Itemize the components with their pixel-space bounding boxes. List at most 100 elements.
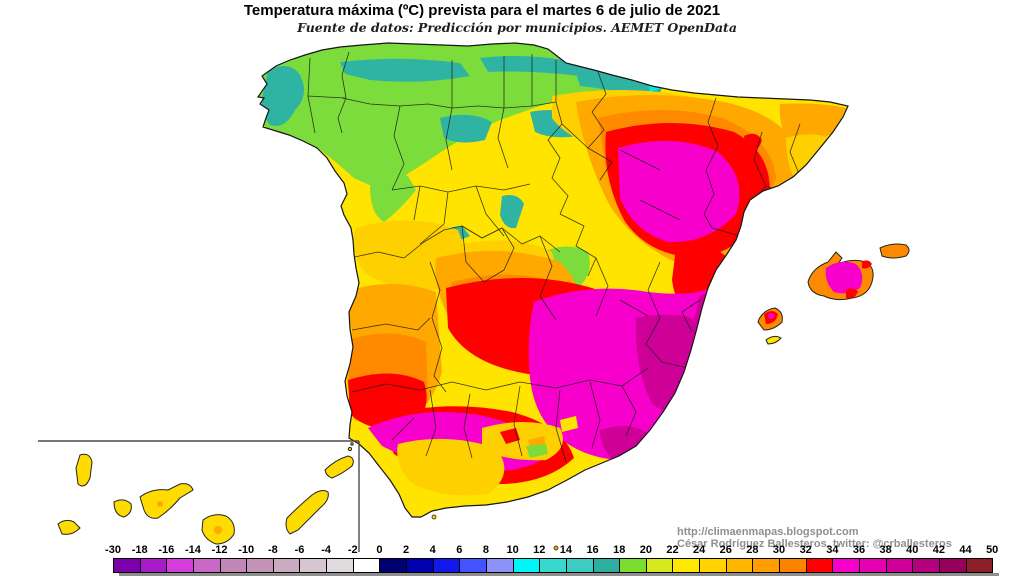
legend-tick: 6: [456, 544, 463, 556]
legend-tick-row: -30 -18 -16 -14 -12 -10 -8 -6 -4 -2 0 2 4 6 8 10 12 14 16 1…: [105, 544, 998, 557]
legend-cell: [406, 558, 434, 573]
page-title: Temperatura máxima (ºC) prevista para el…: [243, 2, 721, 19]
fuerteventura-island: [285, 490, 329, 535]
teal-patch: [340, 58, 470, 82]
legend-cell: [779, 558, 807, 573]
legend-cell: [885, 558, 914, 573]
legend-tick: 4: [429, 544, 436, 556]
legend-tick: 16: [586, 544, 599, 556]
legend-tick: -4: [321, 544, 332, 556]
graciosa-islet: [347, 446, 353, 452]
legend-tick: 12: [533, 544, 546, 556]
menorca-island: [879, 243, 910, 259]
legend-tick: -18: [131, 544, 148, 556]
legend-tick: -2: [347, 544, 358, 556]
legend-cell: [246, 558, 274, 573]
legend-tick: 32: [799, 544, 812, 556]
legend-cell: [379, 558, 408, 573]
legend-tick: 42: [932, 544, 946, 556]
legend-cell: [592, 558, 621, 573]
alegranza-islet: [350, 442, 354, 446]
legend-cell: [352, 558, 381, 573]
legend-tick: -30: [105, 544, 121, 556]
legend-cell: [432, 558, 461, 573]
melilla-dot: [553, 545, 559, 551]
legend-cell: [832, 558, 860, 573]
legend-tick: -6: [294, 544, 305, 556]
legend-cell: [113, 558, 141, 573]
region-leon-green: [370, 174, 416, 222]
legend-cell: [512, 558, 541, 573]
legend-cell: [672, 558, 701, 573]
la-palma-island: [75, 453, 93, 487]
legend-cell: [805, 558, 834, 573]
north-africa-enclaves: [431, 514, 559, 551]
legend-cell: [539, 558, 567, 573]
teal-patch: [480, 56, 585, 76]
yellow-mottle: [560, 416, 578, 432]
legend-tick: -10: [238, 544, 255, 556]
legend-bar: [113, 558, 994, 573]
legend-tick: -12: [211, 544, 228, 556]
legend-cell: [139, 558, 168, 573]
teal-patch: [440, 114, 492, 143]
legend-cell: [752, 558, 781, 573]
granada-mottle: [482, 416, 578, 461]
credits-block: http://climaenmapas.blogspot.com César R…: [677, 526, 952, 550]
legend-tick: 44: [959, 544, 972, 556]
legend-cell: [166, 558, 194, 573]
legend-cell: [858, 558, 887, 573]
legend-cell: [619, 558, 647, 573]
red-mottle: [500, 428, 520, 444]
legend-tick: -8: [267, 544, 278, 556]
el-hierro-island: [57, 519, 81, 535]
legend-cell: [699, 558, 727, 573]
legend-tick: 20: [639, 544, 652, 556]
mallorca-magenta-core: [825, 261, 863, 294]
balearic-islands: [757, 243, 910, 345]
teal-patch: [500, 195, 524, 229]
legend-tick: 0: [376, 544, 383, 556]
legend-cell: [459, 558, 487, 573]
legend-cell: [565, 558, 594, 573]
legend-cell: [725, 558, 754, 573]
page-subtitle: Fuente de datos: Predicción por municipi…: [297, 20, 737, 35]
legend-cell: [326, 558, 354, 573]
gold-cadiz-coast: [397, 438, 505, 496]
legend-shadow: [119, 573, 999, 576]
legend-cell: [485, 558, 514, 573]
teal-patch: [262, 66, 304, 126]
la-gomera-island: [113, 499, 132, 518]
canary-islands-inset: [38, 440, 360, 552]
legend-tick: 26: [719, 544, 732, 556]
legend-tick: 40: [906, 544, 919, 556]
legend-cell: [219, 558, 248, 573]
ibiza-magenta-dot: [768, 313, 774, 319]
legend-cell: [645, 558, 674, 573]
legend-tick: 2: [403, 544, 410, 556]
legend-tick: 34: [826, 544, 839, 556]
mainland-outline: [256, 42, 849, 518]
legend-tick: 14: [559, 544, 573, 556]
red-spot: [755, 192, 788, 232]
legend-cell: [912, 558, 940, 573]
credits-url: http://climaenmapas.blogspot.com: [677, 526, 859, 538]
magenta-blob-ebro: [618, 140, 740, 243]
tenerife-island: [139, 483, 194, 519]
legend-cell: [965, 558, 994, 573]
ceuta-dot: [431, 514, 437, 520]
gran-canaria-orange-dot: [214, 526, 222, 534]
legend-tick: 28: [746, 544, 759, 556]
legend-tick: 50: [986, 544, 999, 556]
sierra-nevada-green: [526, 444, 548, 458]
formentera-island: [765, 335, 782, 345]
mallorca-red-spot: [846, 260, 872, 299]
legend-tick: 22: [666, 544, 679, 556]
legend-tick: 38: [879, 544, 892, 556]
legend-cell: [299, 558, 328, 573]
legend-cell: [272, 558, 301, 573]
gold-blob-catalonia: [786, 134, 842, 196]
legend-tick: 8: [482, 544, 490, 556]
